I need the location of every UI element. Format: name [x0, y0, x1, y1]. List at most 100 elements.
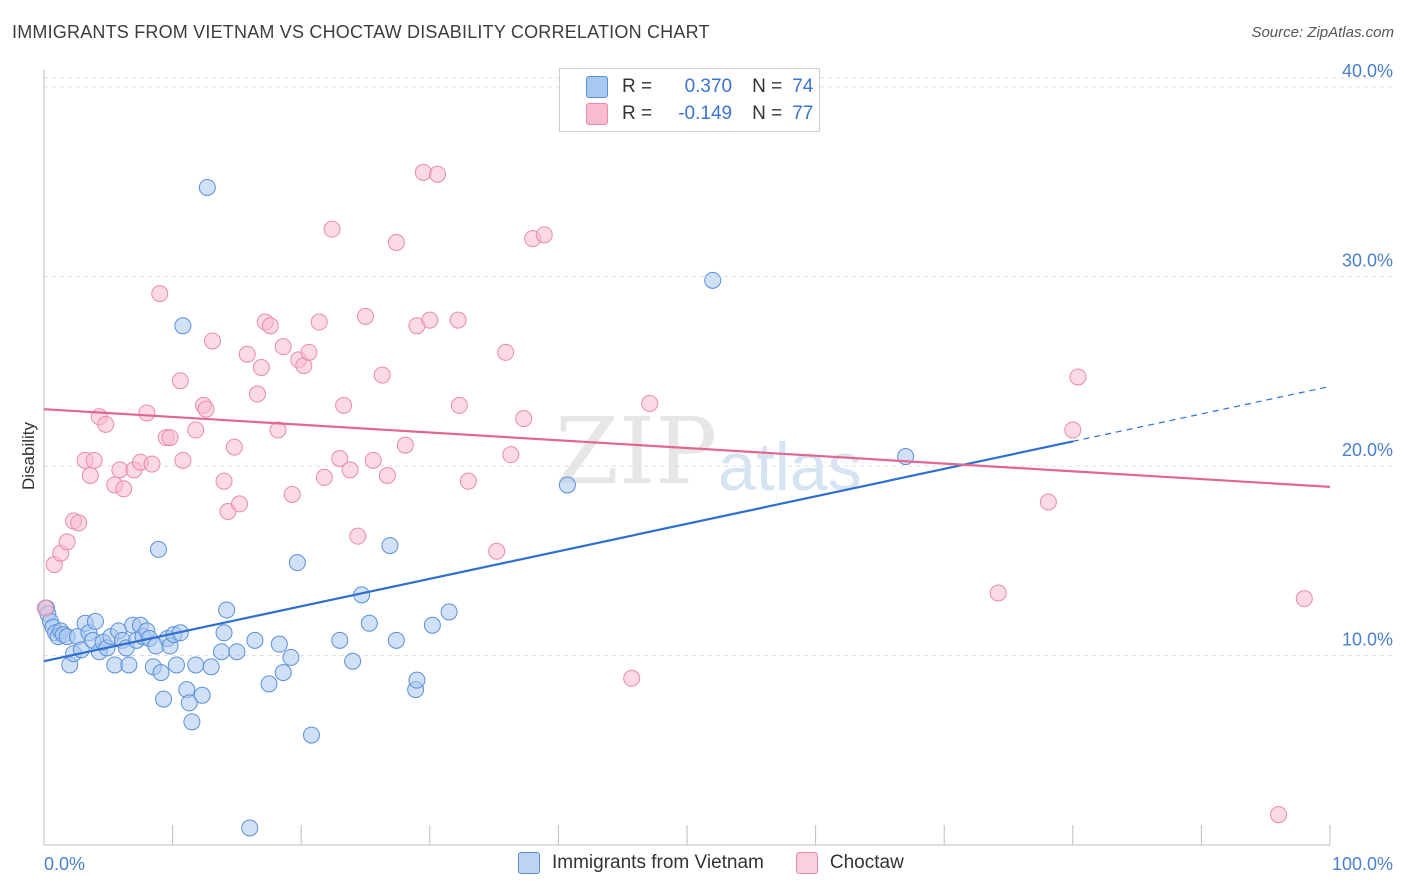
vietnam-point [228, 643, 246, 661]
choctaw-point [97, 415, 115, 433]
choctaw-point [315, 468, 333, 486]
choctaw-point [421, 311, 439, 329]
chart-title: IMMIGRANTS FROM VIETNAM VS CHOCTAW DISAB… [12, 22, 710, 42]
choctaw-point [515, 410, 533, 428]
n-value: 77 [792, 103, 814, 124]
choctaw-point [429, 165, 447, 183]
source-label: Source: ZipAtlas.com [1251, 24, 1394, 41]
choctaw-point [641, 394, 659, 412]
y-tick-label: 30.0% [1342, 251, 1393, 271]
choctaw-point [414, 163, 432, 181]
vietnam-point [423, 616, 441, 634]
choctaw-point [349, 527, 367, 545]
vietnam-point [558, 476, 576, 494]
vietnam-point [106, 656, 124, 674]
choctaw-point [230, 495, 248, 513]
vietnam-trend-line [43, 440, 1074, 663]
vietnam-point [302, 726, 320, 744]
watermark-zip: ZIP [555, 398, 718, 505]
choctaw-point [203, 332, 221, 350]
n-label: N = [752, 103, 783, 124]
choctaw-point [488, 542, 506, 560]
choctaw-point [364, 451, 382, 469]
choctaw-point [215, 472, 233, 490]
choctaw-point [225, 438, 243, 456]
blue-swatch-icon [586, 76, 608, 98]
choctaw-point [1069, 368, 1087, 386]
choctaw-point [115, 480, 133, 498]
choctaw-point [197, 400, 215, 418]
choctaw-point [261, 317, 279, 335]
vietnam-point [704, 271, 722, 289]
choctaw-point [1295, 590, 1313, 608]
correlation-legend: R = 0.370 N = 74 R = -0.149 N = 77 [559, 68, 820, 132]
trend-lines [43, 385, 1331, 663]
axes [43, 70, 1331, 846]
vietnam-point [202, 658, 220, 676]
choctaw-point [535, 226, 553, 244]
vietnam-point [246, 631, 264, 649]
legend-item-vietnam[interactable]: Immigrants from Vietnam [518, 852, 764, 874]
vietnam-point [198, 178, 216, 196]
vietnam-point [174, 317, 192, 335]
choctaw-point [36, 599, 54, 617]
vietnam-point [167, 656, 185, 674]
choctaw-point [269, 421, 287, 439]
choctaw-point [323, 220, 341, 238]
choctaw-point [341, 461, 359, 479]
blue-swatch-icon [518, 852, 540, 874]
vietnam-point [193, 686, 211, 704]
choctaw-point [623, 669, 641, 687]
vietnam-point [282, 648, 300, 666]
choctaw-point [171, 372, 189, 390]
vietnam-point [149, 540, 167, 558]
choctaw-point [450, 396, 468, 414]
legend-row-choctaw: R = -0.149 N = 77 [586, 102, 813, 126]
choctaw-trend-line [43, 408, 1331, 488]
choctaw-point [373, 366, 391, 384]
legend-item-choctaw[interactable]: Choctaw [795, 852, 904, 874]
choctaw-point [310, 313, 328, 331]
vietnam-point [381, 537, 399, 555]
y-axis-label: Disability [19, 421, 38, 490]
choctaw-point [331, 449, 349, 467]
grid-lines [44, 77, 1392, 657]
vietnam-point [360, 614, 378, 632]
choctaw-point [187, 421, 205, 439]
choctaw-point [449, 311, 467, 329]
n-value: 74 [792, 76, 814, 97]
choctaw-point [989, 584, 1007, 602]
data-points [36, 163, 1313, 837]
choctaw-point [387, 233, 405, 251]
vietnam-point [86, 612, 104, 630]
choctaw-point [111, 461, 129, 479]
choctaw-point [357, 307, 374, 325]
choctaw-point [497, 343, 515, 361]
vietnam-point [270, 635, 288, 653]
r-label: R = [622, 103, 653, 124]
legend-label-vietnam: Immigrants from Vietnam [552, 852, 764, 873]
vietnam-point [155, 690, 173, 708]
choctaw-point [300, 343, 318, 361]
vietnam-point [120, 656, 138, 674]
choctaw-point [81, 467, 99, 485]
vietnam-point [387, 631, 405, 649]
choctaw-point [161, 429, 179, 447]
vietnam-point [274, 664, 292, 682]
vietnam-point [331, 631, 349, 649]
choctaw-point [248, 385, 266, 403]
y-tick-label: 20.0% [1342, 440, 1393, 460]
choctaw-point [274, 338, 292, 356]
y-tick-label: 40.0% [1342, 61, 1393, 81]
r-value: -0.149 [678, 103, 733, 124]
vietnam-point [241, 819, 259, 837]
r-label: R = [622, 76, 653, 97]
n-label: N = [752, 76, 783, 97]
vietnam-point [440, 603, 458, 621]
x-tick-label: 0.0% [44, 854, 85, 874]
choctaw-point [1064, 421, 1082, 439]
choctaw-point [70, 514, 88, 532]
vietnam-trend-extension [1072, 385, 1331, 442]
choctaw-point [238, 345, 256, 363]
